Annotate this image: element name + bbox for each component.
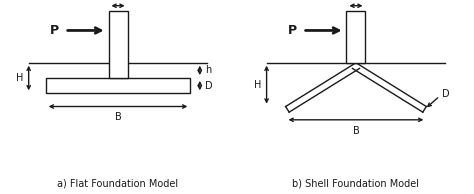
Bar: [109, 11, 128, 78]
Text: D: D: [442, 89, 449, 99]
Text: H: H: [254, 80, 261, 90]
Text: h: h: [206, 65, 212, 75]
Text: D: D: [206, 81, 213, 91]
Text: H: H: [16, 73, 23, 83]
Text: P: P: [50, 24, 59, 37]
Text: B: B: [353, 126, 359, 136]
Text: a) Flat Foundation Model: a) Flat Foundation Model: [57, 178, 179, 188]
Text: P: P: [288, 24, 297, 37]
Text: b) Shell Foundation Model: b) Shell Foundation Model: [292, 178, 419, 188]
Bar: [46, 78, 190, 93]
Text: B: B: [115, 112, 121, 122]
Bar: [346, 11, 365, 63]
